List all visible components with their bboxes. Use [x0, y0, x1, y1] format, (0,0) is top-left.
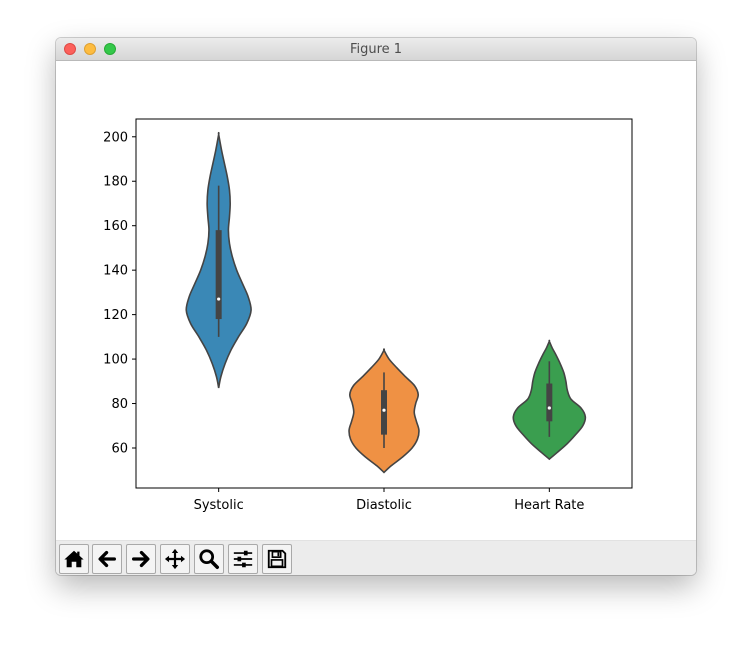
- violin-median-marker: [217, 297, 221, 301]
- y-tick-label: 120: [103, 308, 128, 323]
- title-bar: Figure 1: [56, 38, 696, 61]
- violin-median-marker: [382, 408, 386, 412]
- violin-plot: 60 80 100 120 140 160 180 200 Systolic Diastolic H…: [103, 118, 633, 513]
- minimize-button[interactable]: [84, 43, 96, 55]
- y-tick-label: 180: [103, 175, 128, 190]
- zoom-window-button[interactable]: [104, 43, 116, 55]
- floppy-disk-icon: [267, 549, 287, 569]
- home-button[interactable]: [59, 544, 89, 574]
- arrow-left-icon: [98, 550, 116, 568]
- window-title: Figure 1: [349, 42, 403, 57]
- violin-iqr-box: [546, 383, 553, 422]
- close-button[interactable]: [64, 43, 76, 55]
- arrow-right-icon: [132, 550, 150, 568]
- configure-subplots-button[interactable]: [228, 544, 258, 574]
- figure-window: Figure 1 60 80 100 120 140 160 180 200 Systolic D…: [56, 38, 696, 575]
- search-icon: [199, 549, 219, 569]
- y-tick-label: 100: [103, 353, 128, 368]
- back-button[interactable]: [92, 544, 122, 574]
- x-tick-label: Heart Rate: [514, 498, 584, 513]
- sliders-icon: [233, 550, 253, 568]
- move-icon: [164, 548, 186, 570]
- y-tick-label: 140: [103, 264, 128, 279]
- violin-median-marker: [547, 406, 551, 410]
- figure-canvas[interactable]: 60 80 100 120 140 160 180 200 Systolic Diastolic H…: [56, 61, 696, 541]
- y-tick-label: 160: [103, 219, 128, 234]
- zoom-button[interactable]: [194, 544, 224, 574]
- navigation-toolbar: [56, 540, 696, 575]
- save-button[interactable]: [262, 544, 292, 574]
- violin-iqr-box: [381, 390, 387, 435]
- y-tick-label: 60: [111, 441, 128, 456]
- x-tick-label: Systolic: [194, 498, 244, 513]
- y-tick-label: 80: [111, 397, 128, 412]
- forward-button[interactable]: [126, 544, 156, 574]
- pan-button[interactable]: [160, 544, 190, 574]
- home-icon: [64, 550, 84, 568]
- y-tick-label: 200: [103, 130, 128, 145]
- x-tick-label: Diastolic: [356, 498, 412, 513]
- violin-iqr-box: [215, 230, 222, 320]
